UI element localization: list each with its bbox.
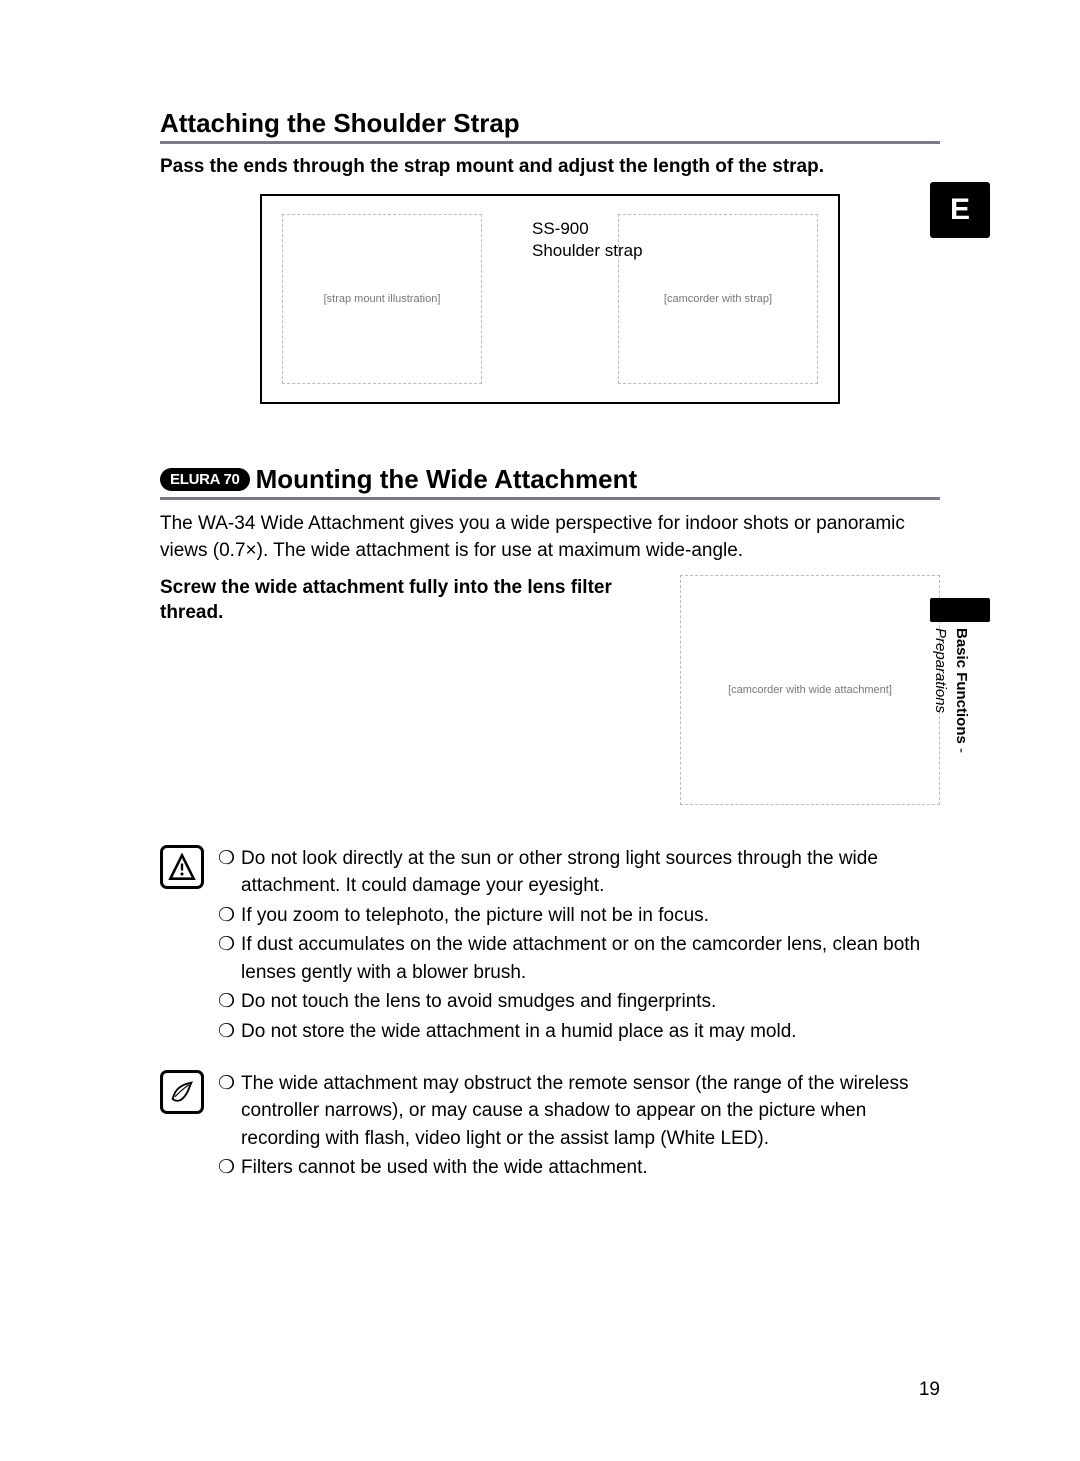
list-item-text: Do not look directly at the sun or other… bbox=[241, 845, 940, 900]
section1-heading: Attaching the Shoulder Strap bbox=[160, 108, 940, 144]
model-badge: ELURA 70 bbox=[160, 468, 250, 491]
side-label-bold: Basic Functions bbox=[953, 628, 970, 744]
side-label-text: Basic Functions - Preparations bbox=[930, 626, 972, 796]
bullet-icon: ❍ bbox=[218, 1070, 235, 1153]
figure-product-model: SS-900 bbox=[532, 219, 589, 238]
section2-instruction: Screw the wide attachment fully into the… bbox=[160, 575, 656, 626]
section2-heading-row: ELURA 70 Mounting the Wide Attachment bbox=[160, 464, 940, 500]
section2-body: The WA-34 Wide Attachment gives you a wi… bbox=[160, 510, 940, 565]
side-label-italic: Preparations bbox=[932, 628, 949, 713]
figure-wide-attachment-illustration: [camcorder with wide attachment] bbox=[680, 575, 940, 805]
list-item: ❍If you zoom to telephoto, the picture w… bbox=[218, 902, 940, 930]
chapter-side-label: Basic Functions - Preparations bbox=[930, 598, 990, 798]
list-item: ❍Do not store the wide attachment in a h… bbox=[218, 1018, 940, 1046]
bullet-icon: ❍ bbox=[218, 1154, 235, 1182]
list-item-text: If dust accumulates on the wide attachme… bbox=[241, 931, 940, 986]
notes-list: ❍The wide attachment may obstruct the re… bbox=[218, 1070, 940, 1184]
section2-heading: Mounting the Wide Attachment bbox=[256, 464, 638, 495]
section1-lead: Pass the ends through the strap mount an… bbox=[160, 154, 940, 180]
warning-list: ❍Do not look directly at the sun or othe… bbox=[218, 845, 940, 1048]
list-item-text: Filters cannot be used with the wide att… bbox=[241, 1154, 648, 1182]
warning-icon bbox=[160, 845, 204, 889]
language-tab: E bbox=[930, 182, 990, 238]
list-item: ❍The wide attachment may obstruct the re… bbox=[218, 1070, 940, 1153]
list-item: ❍If dust accumulates on the wide attachm… bbox=[218, 931, 940, 986]
list-item-text: If you zoom to telephoto, the picture wi… bbox=[241, 902, 709, 930]
list-item-text: The wide attachment may obstruct the rem… bbox=[241, 1070, 940, 1153]
bullet-icon: ❍ bbox=[218, 845, 235, 900]
notes-block: ❍The wide attachment may obstruct the re… bbox=[160, 1070, 940, 1184]
bullet-icon: ❍ bbox=[218, 1018, 235, 1046]
list-item: ❍Do not look directly at the sun or othe… bbox=[218, 845, 940, 900]
section2-instruction-row: Screw the wide attachment fully into the… bbox=[160, 575, 940, 805]
figure-shoulder-strap: [strap mount illustration] SS-900 Should… bbox=[260, 194, 840, 404]
bullet-icon: ❍ bbox=[218, 931, 235, 986]
list-item-text: Do not store the wide attachment in a hu… bbox=[241, 1018, 797, 1046]
side-label-bar bbox=[930, 598, 990, 622]
figure-camcorder-strap-illustration: [camcorder with strap] bbox=[618, 214, 818, 384]
bullet-icon: ❍ bbox=[218, 988, 235, 1016]
figure-label: SS-900 Shoulder strap bbox=[532, 218, 643, 262]
side-label-sep: - bbox=[953, 744, 970, 753]
page-number: 19 bbox=[919, 1379, 940, 1401]
list-item-text: Do not touch the lens to avoid smudges a… bbox=[241, 988, 716, 1016]
list-item: ❍Do not touch the lens to avoid smudges … bbox=[218, 988, 940, 1016]
notes-icon bbox=[160, 1070, 204, 1114]
warning-block: ❍Do not look directly at the sun or othe… bbox=[160, 845, 940, 1048]
list-item: ❍Filters cannot be used with the wide at… bbox=[218, 1154, 940, 1182]
figure-product-name: Shoulder strap bbox=[532, 241, 643, 260]
bullet-icon: ❍ bbox=[218, 902, 235, 930]
figure-strap-mount-illustration: [strap mount illustration] bbox=[282, 214, 482, 384]
